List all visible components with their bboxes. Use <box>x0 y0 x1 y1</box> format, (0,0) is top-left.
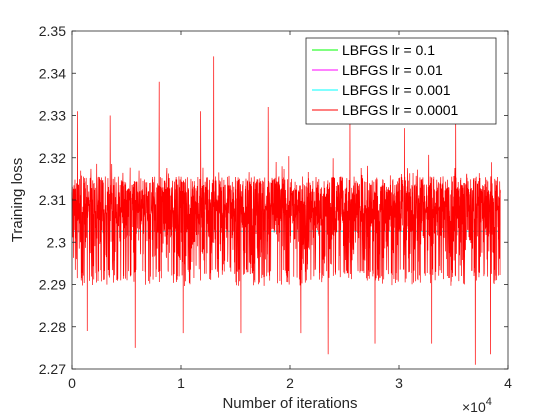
legend: LBFGS lr = 0.1 LBFGS lr = 0.01 LBFGS lr = … <box>305 37 497 125</box>
x-tick-label: 3 <box>395 375 403 391</box>
legend-label-3: LBFGS lr = 0.001 <box>342 82 451 98</box>
x-axis-multiplier-base: ×10 <box>462 399 486 415</box>
y-tick-label: 2.34 <box>39 65 66 81</box>
ticks-layer <box>71 30 509 370</box>
tick-labels-layer: 0 1 2 3 4 2.27 2.28 2.29 2.3 2.31 2.32 2.33 2.34 2.35 <box>39 23 512 391</box>
legend-entries: LBFGS lr = 0.1 LBFGS lr = 0.01 LBFGS lr = … <box>312 42 459 118</box>
y-tick-label: 2.29 <box>39 277 66 293</box>
legend-label-4: LBFGS lr = 0.0001 <box>342 102 459 118</box>
x-tick-label: 2 <box>286 375 294 391</box>
y-axis-label: Training loss <box>9 158 26 242</box>
y-tick-label: 2.32 <box>39 150 66 166</box>
y-tick-label: 2.31 <box>39 192 66 208</box>
y-tick-label: 2.27 <box>39 361 66 377</box>
x-tick-label: 1 <box>177 375 185 391</box>
x-axis-label: Number of iterations <box>222 395 357 412</box>
series-layer <box>71 56 501 365</box>
y-tick-label: 2.33 <box>39 108 66 124</box>
legend-label-1: LBFGS lr = 0.1 <box>342 42 435 58</box>
x-tick-label: 4 <box>504 375 512 391</box>
x-axis-multiplier-exponent: 4 <box>486 396 492 408</box>
x-tick-label: 0 <box>68 375 76 391</box>
x-axis-multiplier: ×104 <box>462 396 492 415</box>
series-line-4 <box>71 56 501 365</box>
y-tick-label: 2.35 <box>39 23 66 39</box>
y-tick-label: 2.3 <box>47 234 67 250</box>
legend-label-2: LBFGS lr = 0.01 <box>342 62 443 78</box>
y-tick-label: 2.28 <box>39 319 66 335</box>
